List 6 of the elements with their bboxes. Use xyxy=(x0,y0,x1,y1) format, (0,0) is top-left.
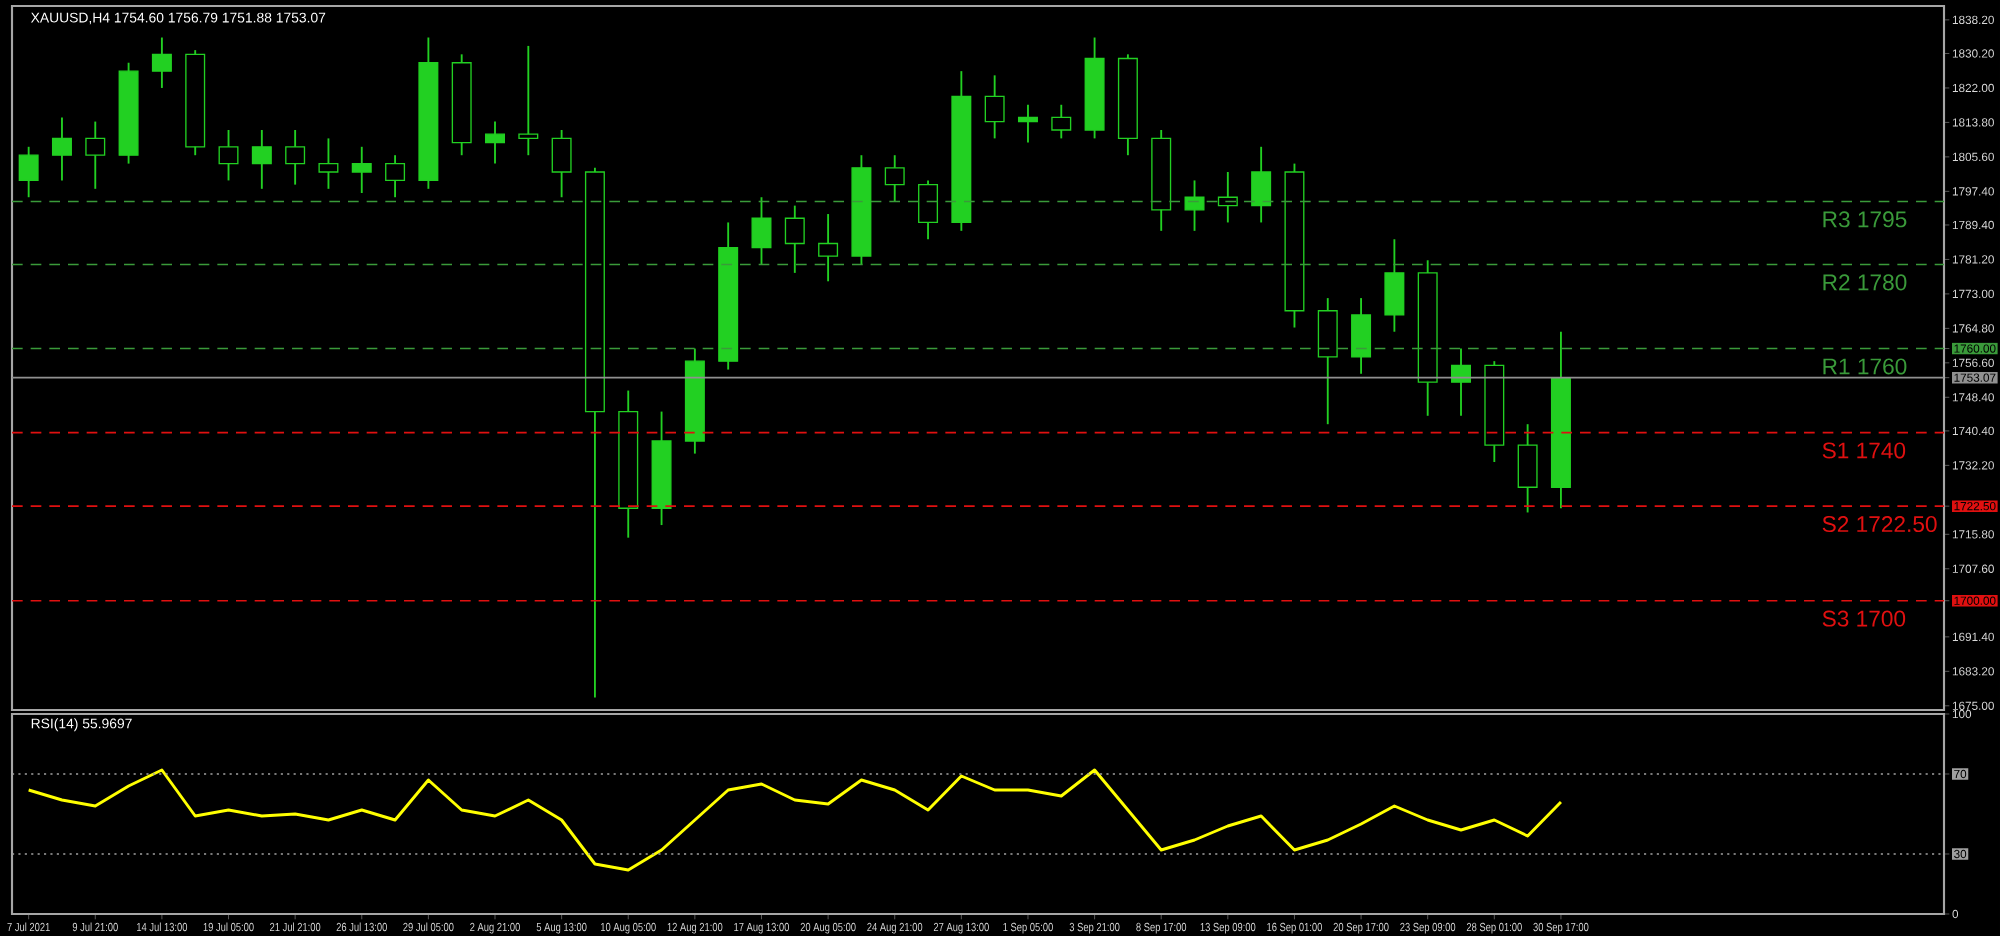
ref-line-label: R2 1780 xyxy=(1823,274,1907,291)
ref-line-label: S2 1722.50 xyxy=(1822,516,1937,533)
ref-line-label: S3 1700 xyxy=(1822,610,1906,627)
ref-line-label: R1 1760 xyxy=(1823,358,1907,375)
ref-line-label: R3 1795 xyxy=(1823,211,1907,228)
ref-line-label: S1 1740 xyxy=(1822,442,1906,459)
